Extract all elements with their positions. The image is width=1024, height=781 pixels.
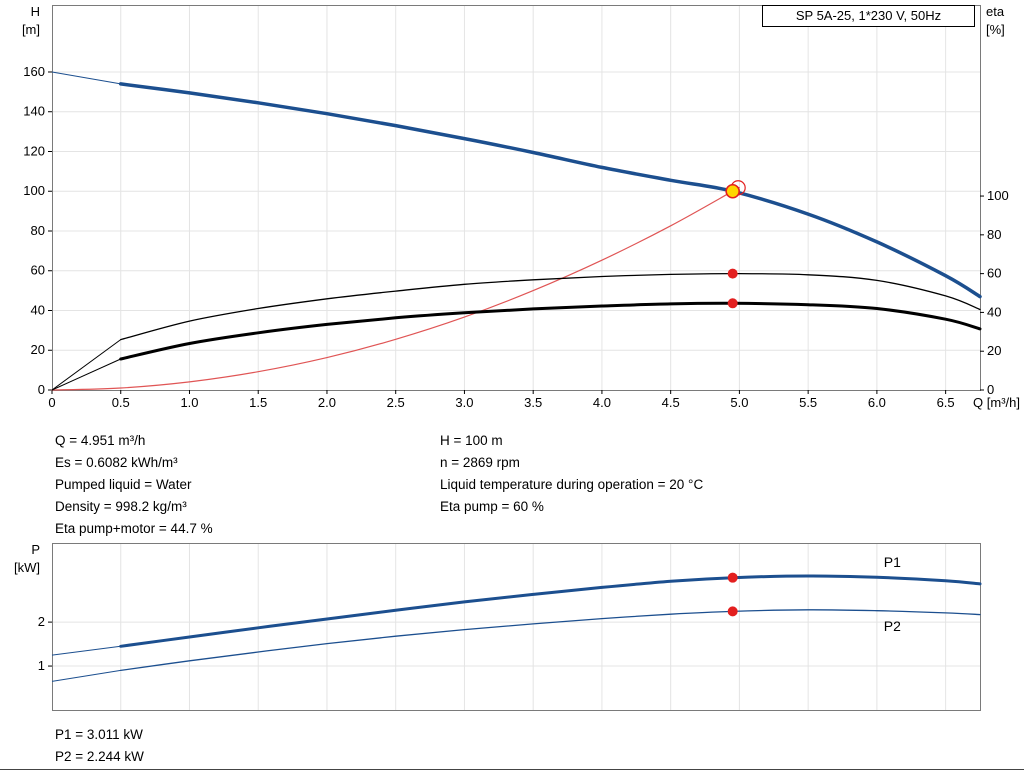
y-tick-label: 2 bbox=[38, 614, 45, 629]
x-tick-label: 3.5 bbox=[524, 395, 542, 410]
annotation-line: Density = 998.2 kg/m³ bbox=[55, 499, 187, 514]
y-tick-label: 80 bbox=[31, 223, 45, 238]
left-axis-title: [m] bbox=[22, 22, 40, 37]
annotation-line: H = 100 m bbox=[440, 433, 503, 448]
annotation-line: Eta pump = 60 % bbox=[440, 499, 544, 514]
right-axis-title: [%] bbox=[986, 22, 1005, 37]
y-tick-label: 140 bbox=[23, 104, 45, 119]
duty-annotations-right: H = 100 m n = 2869 rpm Liquid temperature … bbox=[440, 430, 703, 518]
annotation-line: Liquid temperature during operation = 20… bbox=[440, 477, 704, 492]
annotation-line: Es = 0.6082 kWh/m³ bbox=[55, 455, 178, 470]
right-axis-title: eta bbox=[986, 4, 1005, 19]
eta-pump-motor-curve-lead bbox=[51, 358, 121, 391]
x-tick-label: 5.5 bbox=[799, 395, 817, 410]
hq-eta-chart: 0 20 40 60 80 100 120 140 160 0 20 40 60 80 100 0 0.5 1.0… bbox=[22, 4, 1020, 410]
p2-curve-label: P2 bbox=[884, 618, 901, 634]
operating-point-dot bbox=[727, 572, 738, 583]
x-tick-label: 5.0 bbox=[730, 395, 748, 410]
bottom-divider bbox=[0, 769, 1024, 770]
eta-tick-label: 20 bbox=[987, 343, 1001, 358]
p1-curve-label: P1 bbox=[884, 554, 901, 570]
eta-pump-motor-curve bbox=[119, 301, 982, 361]
operating-point-dot bbox=[727, 298, 738, 309]
y-tick-label: 100 bbox=[23, 183, 45, 198]
y-tick-label: 60 bbox=[31, 263, 45, 278]
x-tick-label: 3.0 bbox=[455, 395, 473, 410]
y-tick-label: 40 bbox=[31, 302, 45, 317]
x-tick-label: 4.5 bbox=[662, 395, 680, 410]
operating-point-dot bbox=[727, 268, 738, 279]
annotation-line: Q = 4.951 m³/h bbox=[55, 433, 146, 448]
head-curve bbox=[118, 82, 982, 299]
head-curve-lead bbox=[51, 71, 121, 85]
y-tick-label: 1 bbox=[38, 658, 45, 673]
x-tick-label: 2.0 bbox=[318, 395, 336, 410]
x-tick-label: 1.0 bbox=[180, 395, 198, 410]
p1-curve-lead bbox=[51, 645, 121, 656]
annotation-line: Pumped liquid = Water bbox=[55, 477, 192, 492]
eta-pump-curve-lead bbox=[51, 339, 121, 391]
eta-tick-label: 0 bbox=[987, 382, 994, 397]
power-chart: 1 2 P [kW] P1 P2 bbox=[14, 542, 982, 711]
power-annotations: P1 = 3.011 kW P2 = 2.244 kW bbox=[55, 724, 144, 768]
eta-tick-label: 40 bbox=[987, 304, 1001, 319]
duty-point-marker[interactable] bbox=[725, 183, 740, 199]
p2-curve-lead bbox=[51, 669, 121, 682]
y-tick-label: 120 bbox=[23, 143, 45, 158]
system-curve bbox=[51, 186, 740, 391]
left-axis-title: P bbox=[31, 542, 40, 557]
x-axis-title: Q [m³/h] bbox=[973, 395, 1020, 410]
x-tick-label: 4.0 bbox=[593, 395, 611, 410]
plot-border bbox=[52, 5, 981, 391]
plot-border bbox=[52, 543, 981, 711]
eta-pump-curve bbox=[120, 272, 981, 341]
pump-title-box: SP 5A-25, 1*230 V, 50Hz bbox=[762, 5, 975, 27]
p2-curve bbox=[120, 609, 981, 672]
annotation-line: n = 2869 rpm bbox=[440, 455, 520, 470]
y-tick-label: 160 bbox=[23, 64, 45, 79]
left-axis-title: [kW] bbox=[14, 560, 40, 575]
y-tick-label: 0 bbox=[38, 382, 45, 397]
eta-tick-label: 100 bbox=[987, 188, 1009, 203]
x-tick-label: 6.5 bbox=[937, 395, 955, 410]
p1-curve bbox=[119, 574, 982, 648]
left-axis-title: H bbox=[31, 4, 40, 19]
x-tick-label: 2.5 bbox=[387, 395, 405, 410]
eta-tick-label: 80 bbox=[987, 227, 1001, 242]
eta-tick-label: 60 bbox=[987, 266, 1001, 281]
operating-point-dot bbox=[727, 606, 738, 617]
x-tick-label: 0.5 bbox=[112, 395, 130, 410]
x-tick-label: 1.5 bbox=[249, 395, 267, 410]
annotation-line: P1 = 3.011 kW bbox=[55, 727, 143, 742]
annotation-line: P2 = 2.244 kW bbox=[55, 749, 144, 764]
y-tick-label: 20 bbox=[31, 342, 45, 357]
annotation-line: Eta pump+motor = 44.7 % bbox=[55, 521, 213, 536]
x-tick-label: 0 bbox=[48, 395, 55, 410]
x-tick-label: 6.0 bbox=[868, 395, 886, 410]
duty-annotations-left: Q = 4.951 m³/h Es = 0.6082 kWh/m³ Pumped l… bbox=[55, 430, 213, 540]
